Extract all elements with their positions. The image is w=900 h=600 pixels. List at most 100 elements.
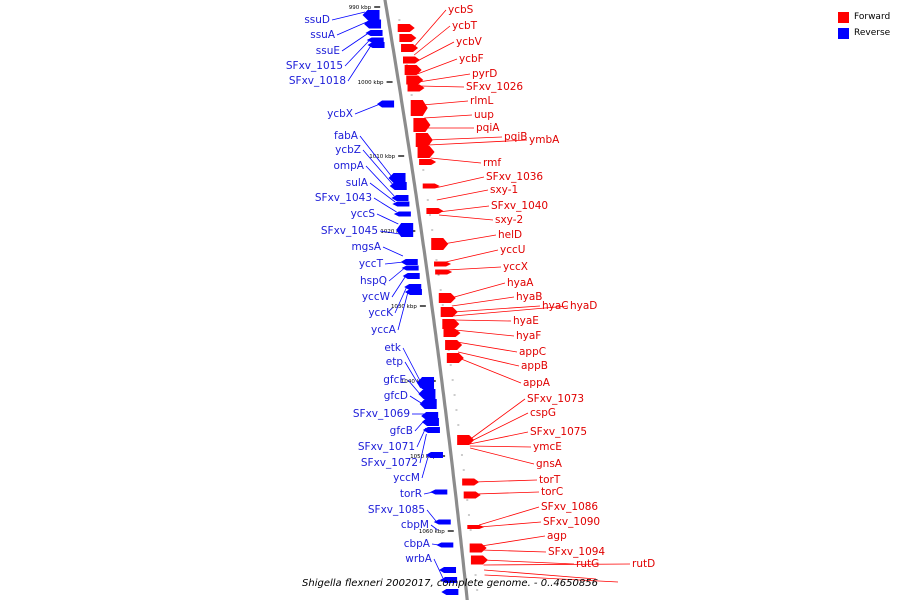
reverse-leader-line bbox=[369, 182, 396, 203]
forward-gene bbox=[462, 478, 480, 486]
reverse-gene bbox=[404, 289, 422, 295]
reverse-gene bbox=[400, 259, 418, 265]
reverse-gene-label: mgsA bbox=[351, 241, 381, 253]
forward-leader-line bbox=[478, 506, 540, 526]
forward-gene bbox=[422, 183, 440, 189]
reverse-leader-line bbox=[384, 261, 404, 265]
forward-gene-label: yccU bbox=[500, 244, 525, 256]
forward-leader-line bbox=[470, 447, 535, 465]
reverse-gene-label: etk bbox=[384, 342, 402, 354]
reverse-leader-line bbox=[419, 433, 427, 464]
reverse-gene bbox=[388, 173, 406, 183]
forward-leader-line bbox=[458, 357, 522, 384]
reverse-gene-label: ycbZ bbox=[335, 144, 361, 156]
reverse-leader-line bbox=[331, 11, 366, 21]
forward-leader-line bbox=[481, 549, 547, 553]
reverse-leader-line bbox=[359, 135, 392, 177]
forward-gene bbox=[442, 319, 460, 329]
forward-gene-label: appC bbox=[519, 346, 546, 358]
forward-gene-label: ycbT bbox=[452, 20, 478, 32]
forward-gene-label: torT bbox=[539, 474, 561, 486]
reverse-gene-label: ycbX bbox=[327, 108, 353, 120]
reverse-leader-line bbox=[382, 246, 404, 257]
reverse-gene bbox=[389, 182, 407, 190]
reverse-gene-label: yccA bbox=[371, 324, 397, 336]
forward-leader-line bbox=[424, 114, 473, 119]
reverse-gene bbox=[436, 542, 454, 548]
forward-leader-line bbox=[452, 305, 541, 313]
forward-gene bbox=[413, 118, 431, 132]
reverse-gene bbox=[433, 519, 451, 525]
forward-gene-label: sxy-1 bbox=[490, 184, 518, 196]
forward-gene bbox=[440, 307, 458, 317]
reverse-gene-label: yccM bbox=[393, 472, 420, 484]
reverse-gene-label: gfcD bbox=[384, 390, 408, 402]
reverse-leader-line bbox=[388, 267, 405, 282]
genome-caption: Shigella flexneri 2002017, complete geno… bbox=[302, 578, 598, 589]
reverse-gene-label: etp bbox=[386, 356, 404, 368]
forward-gene-label: ymcE bbox=[533, 441, 562, 453]
forward-gene-label: hyaE bbox=[513, 315, 539, 327]
reverse-gene-label: SFxv_1085 bbox=[368, 504, 425, 516]
forward-gene bbox=[410, 100, 428, 116]
legend-item-reverse: Reverse bbox=[838, 25, 890, 41]
reverse-gene-label: fabA bbox=[334, 130, 359, 142]
forward-gene-label: gnsA bbox=[536, 458, 563, 470]
forward-gene-label: pqiA bbox=[476, 122, 500, 134]
forward-gene bbox=[415, 133, 433, 147]
forward-gene-label: SFxv_1073 bbox=[527, 393, 584, 405]
reverse-gene-label: ompA bbox=[333, 160, 364, 172]
reverse-gene-label: yccW bbox=[362, 291, 391, 303]
forward-leader-line bbox=[484, 574, 619, 583]
reverse-gene bbox=[377, 100, 395, 108]
forward-leader-line bbox=[483, 563, 631, 566]
forward-gene-label: rutD bbox=[632, 558, 655, 570]
reverse-gene-label: ssuD bbox=[304, 14, 330, 26]
reverse-gene-label: SFxv_1071 bbox=[358, 441, 415, 453]
forward-swatch bbox=[838, 11, 849, 23]
forward-leader-line bbox=[482, 559, 575, 565]
forward-gene-label: yccX bbox=[503, 261, 528, 273]
scale-tick-label: 1020 kbp bbox=[380, 229, 406, 235]
reverse-gene-label: cbpM bbox=[401, 519, 429, 531]
reverse-gene bbox=[441, 589, 459, 595]
forward-gene bbox=[467, 525, 485, 529]
reverse-gene bbox=[430, 489, 448, 495]
forward-leader-line bbox=[469, 445, 532, 448]
forward-gene-label: SFxv_1036 bbox=[486, 171, 543, 183]
reverse-leader-line bbox=[414, 419, 425, 432]
reverse-leader-line bbox=[362, 149, 393, 185]
reverse-gene-label: ssuE bbox=[316, 45, 340, 57]
forward-leader-line bbox=[428, 139, 528, 146]
reverse-gene bbox=[366, 37, 384, 43]
forward-gene bbox=[469, 543, 487, 553]
reverse-gene-label: SFxv_1072 bbox=[361, 457, 418, 469]
forward-gene bbox=[431, 238, 449, 250]
forward-gene bbox=[404, 65, 422, 75]
reverse-gene bbox=[396, 223, 414, 237]
reverse-gene-label: yccK bbox=[368, 307, 394, 319]
forward-gene bbox=[445, 340, 463, 350]
reverse-gene bbox=[365, 30, 383, 36]
forward-gene-label: appB bbox=[521, 360, 548, 372]
reverse-gene-label: SFxv_1069 bbox=[353, 408, 410, 420]
forward-gene-label: hyaD bbox=[570, 300, 597, 312]
forward-gene-label: appA bbox=[523, 377, 551, 389]
reverse-gene bbox=[367, 42, 385, 48]
scale-tick-label: 1000 kbp bbox=[358, 80, 384, 86]
forward-gene bbox=[435, 269, 453, 275]
reverse-gene bbox=[364, 19, 382, 29]
reverse-gene bbox=[439, 567, 457, 573]
forward-gene bbox=[401, 44, 419, 52]
forward-leader-line bbox=[481, 535, 546, 547]
forward-leader-line bbox=[418, 73, 471, 83]
forward-leader-line bbox=[413, 25, 451, 56]
reverse-leader-line bbox=[394, 285, 408, 314]
reverse-leader-line bbox=[431, 543, 440, 546]
legend: Forward Reverse bbox=[838, 9, 890, 41]
reverse-swatch bbox=[838, 27, 849, 39]
forward-leader-line bbox=[438, 205, 490, 213]
forward-leader-line bbox=[479, 521, 542, 528]
forward-gene-label: helD bbox=[498, 229, 522, 241]
